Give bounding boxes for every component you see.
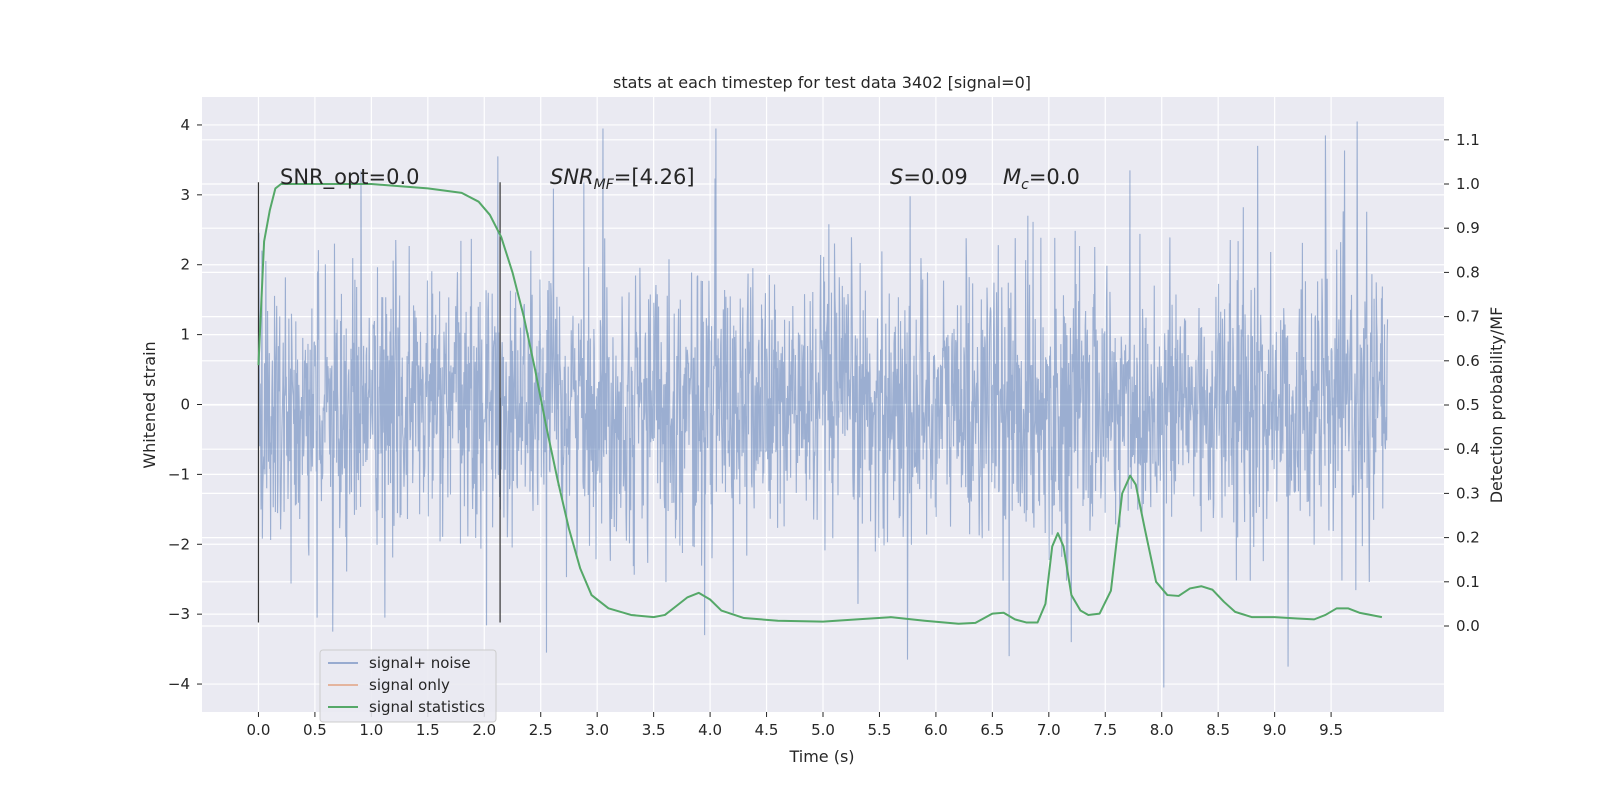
y-right-tick-label: 0.3 <box>1456 484 1480 502</box>
y-right-tick-label: 0.1 <box>1456 573 1480 591</box>
x-tick-label: 5.0 <box>811 721 835 739</box>
y-tick-label: −1 <box>168 465 190 483</box>
legend: signal+ noise signal only signal statist… <box>319 649 497 723</box>
annotation-mc-sub: c <box>1021 177 1029 193</box>
annotation-mc-rest: =0.0 <box>1029 165 1080 189</box>
y-axis-right-ticks: 0.0 0.1 0.2 0.3 0.4 0.5 0.6 0.7 0.8 0.9 1.0 1.1 <box>1444 131 1480 635</box>
x-tick-label: 2.0 <box>472 721 496 739</box>
series-signal-noise <box>257 121 1389 688</box>
y-tick-label: −4 <box>168 675 190 693</box>
y-right-tick-label: 0.4 <box>1456 440 1480 458</box>
y-right-tick-label: 0.5 <box>1456 396 1480 414</box>
annotations: SNR_opt=0.0 SNRMF=[4.26] S=0.09 Mc=0.0 <box>280 165 1080 193</box>
legend-label-signal-statistics: signal statistics <box>369 698 485 716</box>
x-tick-label: 8.5 <box>1206 721 1230 739</box>
legend-label-signal-only: signal only <box>369 676 450 694</box>
annotation-mc: Mc=0.0 <box>1003 165 1080 193</box>
y-right-tick-label: 0.7 <box>1456 308 1480 326</box>
x-tick-label: 9.0 <box>1263 721 1287 739</box>
x-tick-label: 9.5 <box>1319 721 1343 739</box>
legend-label-signal-noise: signal+ noise <box>369 654 471 672</box>
y-tick-label: 0 <box>180 396 190 414</box>
y-right-tick-label: 0.9 <box>1456 219 1480 237</box>
x-tick-label: 7.5 <box>1093 721 1117 739</box>
x-tick-label: 1.5 <box>416 721 440 739</box>
x-tick-label: 7.0 <box>1037 721 1061 739</box>
y-right-tick-label: 0.8 <box>1456 263 1480 281</box>
y-right-tick-label: 1.0 <box>1456 175 1480 193</box>
signal-statistics-line <box>257 183 1383 625</box>
y-right-tick-label: 1.1 <box>1456 131 1480 149</box>
y-tick-label: 2 <box>180 256 190 274</box>
signal-noise-line <box>257 121 1389 688</box>
y-tick-label: −3 <box>168 605 190 623</box>
vertical-markers <box>257 182 501 623</box>
x-tick-label: 0.0 <box>247 721 271 739</box>
y-axis-ticks: −4 −3 −2 −1 0 1 2 3 4 <box>168 116 202 693</box>
y-tick-label: 4 <box>180 116 190 134</box>
y-tick-label: −2 <box>168 535 190 553</box>
annotation-s: S=0.09 <box>890 165 968 189</box>
annotation-mc-label: M <box>1003 165 1021 189</box>
y-right-tick-label: 0.2 <box>1456 529 1480 547</box>
x-tick-label: 3.0 <box>585 721 609 739</box>
x-tick-label: 5.5 <box>868 721 892 739</box>
x-axis-ticks: 0.0 0.5 1.0 1.5 2.0 2.5 3.0 3.5 4.0 4.5 5.0 5.5 6.0 6… <box>247 712 1343 739</box>
legend-box <box>319 649 497 723</box>
annotation-snr-mf-base: SNR <box>550 165 594 189</box>
series-signal-statistics <box>257 183 1383 625</box>
x-tick-label: 1.0 <box>359 721 383 739</box>
x-tick-label: 6.5 <box>980 721 1004 739</box>
x-tick-label: 8.0 <box>1150 721 1174 739</box>
annotation-s-rest: =0.09 <box>903 165 967 189</box>
y-tick-label: 3 <box>180 186 190 204</box>
y-right-tick-label: 0.6 <box>1456 352 1480 370</box>
annotation-snr-mf-sub: MF <box>594 177 615 193</box>
x-tick-label: 4.0 <box>698 721 722 739</box>
x-tick-label: 6.0 <box>924 721 948 739</box>
chart-title: stats at each timestep for test data 340… <box>613 73 1031 92</box>
x-tick-label: 3.5 <box>642 721 666 739</box>
y-axis-right-label: Detection probability/MF <box>1487 307 1506 504</box>
y-right-tick-label: 0.0 <box>1456 617 1480 635</box>
x-tick-label: 2.5 <box>529 721 553 739</box>
annotation-snr-mf-rest: =[4.26] <box>614 165 695 189</box>
y-tick-label: 1 <box>180 326 190 344</box>
annotation-snr-opt: SNR_opt=0.0 <box>280 165 420 190</box>
annotation-snr-mf: SNRMF=[4.26] <box>550 165 695 193</box>
y-axis-label: Whitened strain <box>140 341 159 468</box>
annotation-s-label: S <box>890 165 903 189</box>
x-tick-label: 4.5 <box>755 721 779 739</box>
x-tick-label: 0.5 <box>303 721 327 739</box>
x-axis-label: Time (s) <box>788 747 854 766</box>
